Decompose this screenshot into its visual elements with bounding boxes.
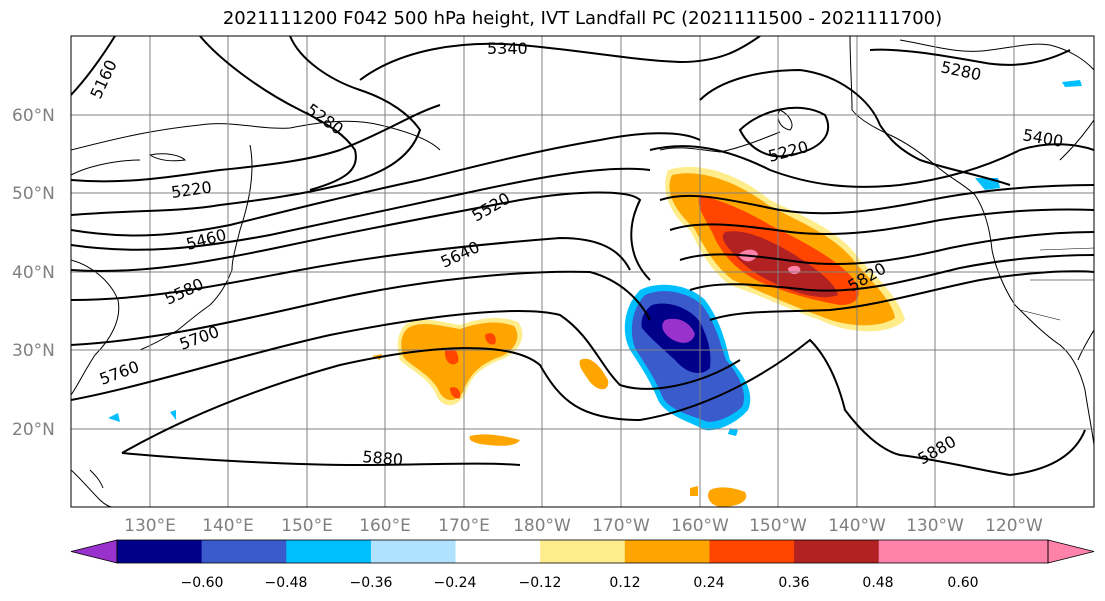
colorbar-segment <box>540 540 626 563</box>
colorbar-segment <box>455 540 541 563</box>
colorbar-tick-label: 0.12 <box>609 575 640 591</box>
contour-label: 5340 <box>487 39 528 58</box>
colorbar-tick-label: −0.24 <box>434 575 477 591</box>
colorbar-segment <box>878 540 964 563</box>
colorbar-tick-label: −0.48 <box>265 575 308 591</box>
colorbar-tick-label: 0.24 <box>693 575 724 591</box>
lon-label-120w: 120°W <box>985 516 1043 536</box>
lat-label-20n: 20°N <box>12 420 55 440</box>
lon-label-130e: 130°E <box>124 516 176 536</box>
lat-label-50n: 50°N <box>12 184 55 204</box>
colorbar-tick-label: −0.36 <box>350 575 393 591</box>
colorbar-extend-min <box>70 539 118 564</box>
colorbar-segment <box>794 540 880 563</box>
height-contours <box>71 36 1094 476</box>
longitude-labels: 130°E 140°E 150°E 160°E 170°E 180°W 170°… <box>124 516 1043 536</box>
colorbar-segment <box>286 540 372 563</box>
lat-label-30n: 30°N <box>12 341 55 361</box>
colorbar-tick-label: −0.60 <box>181 575 224 591</box>
lon-label-170w: 170°W <box>592 516 650 536</box>
lon-label-160w: 160°W <box>671 516 729 536</box>
lon-label-160e: 160°E <box>359 516 411 536</box>
colorbar-tick-label: 0.48 <box>862 575 893 591</box>
colorbar-segment <box>370 540 457 563</box>
latitude-labels: 60°N 50°N 40°N 30°N 20°N <box>12 106 55 440</box>
lon-label-140e: 140°E <box>202 516 254 536</box>
lon-label-180w: 180°W <box>513 516 571 536</box>
colorbar-segment <box>709 540 795 563</box>
colorbar-segment <box>963 540 1049 563</box>
lat-label-60n: 60°N <box>12 106 55 126</box>
map-frame <box>70 35 1095 508</box>
colorbar-segment <box>624 540 710 563</box>
colorbar-border <box>116 539 1049 564</box>
colorbar <box>70 539 1095 564</box>
colorbar-tick-labels: −0.60 −0.48 −0.36 −0.24 −0.12 0.12 0.24 … <box>181 575 979 591</box>
lon-label-150e: 150°E <box>281 516 333 536</box>
lat-label-40n: 40°N <box>12 263 55 283</box>
figure-title: 2021111200 F042 500 hPa height, IVT Land… <box>222 8 943 29</box>
colorbar-tick-label: 0.60 <box>947 575 978 591</box>
colorbar-extend-max <box>1047 539 1095 564</box>
colorbar-tick-label: −0.12 <box>519 575 562 591</box>
lon-label-150w: 150°W <box>749 516 807 536</box>
lon-label-140w: 140°W <box>828 516 886 536</box>
colorbar-segment <box>201 540 287 563</box>
lon-label-170e: 170°E <box>438 516 490 536</box>
lon-label-130w: 130°W <box>906 516 964 536</box>
colorbar-segment <box>117 540 203 563</box>
contour-label: 5880 <box>362 447 404 469</box>
colorbar-tick-label: 0.36 <box>778 575 809 591</box>
